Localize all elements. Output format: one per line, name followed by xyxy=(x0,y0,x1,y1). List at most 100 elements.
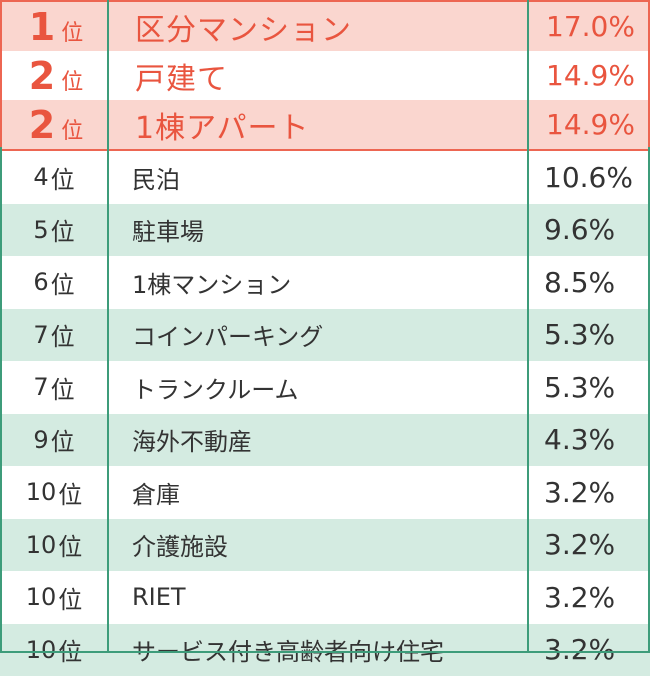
percent-value: 10.6% xyxy=(544,161,633,194)
rank-unit: 位 xyxy=(51,212,75,247)
rank-number: 7 xyxy=(33,373,48,401)
rank-number: 10 xyxy=(26,636,57,664)
rank-number: 2 xyxy=(29,103,55,147)
percent-cell: 5.3% xyxy=(528,361,650,414)
rank-unit: 位 xyxy=(51,422,75,457)
percent-value: 5.3% xyxy=(544,371,615,404)
category-cell: 海外不動産 xyxy=(108,414,528,467)
rank-unit: 位 xyxy=(51,370,75,405)
percent-value: 4.3% xyxy=(544,423,615,456)
rank-unit: 位 xyxy=(51,160,75,195)
percent-value: 3.2% xyxy=(544,581,615,614)
percent-cell: 3.2% xyxy=(528,571,650,624)
rank-number: 4 xyxy=(33,163,48,191)
column-divider xyxy=(107,0,109,653)
rank-number: 5 xyxy=(33,216,48,244)
rank-unit: 位 xyxy=(51,317,75,352)
percent-cell: 14.9% xyxy=(530,100,650,149)
rank-unit: 位 xyxy=(58,475,82,510)
rank-number: 10 xyxy=(26,583,57,611)
rank-number: 9 xyxy=(33,426,48,454)
rank-number: 10 xyxy=(26,478,57,506)
percent-cell: 10.6% xyxy=(528,151,650,204)
percent-value: 14.9% xyxy=(546,59,635,92)
percent-cell: 14.9% xyxy=(530,51,650,100)
rank-unit: 位 xyxy=(61,113,83,145)
percent-value: 5.3% xyxy=(544,318,615,351)
percent-value: 3.2% xyxy=(544,476,615,509)
category-cell: 駐車場 xyxy=(108,204,528,257)
category-name: 倉庫 xyxy=(132,475,180,510)
category-name: RIET xyxy=(132,583,186,611)
rank-number: 2 xyxy=(29,54,55,98)
rank-unit: 位 xyxy=(61,15,83,47)
rank-unit: 位 xyxy=(51,265,75,300)
percent-value: 3.2% xyxy=(544,633,615,666)
category-cell: 戸建て xyxy=(110,51,530,100)
category-name: コインパーキング xyxy=(132,317,323,352)
percent-cell: 17.0% xyxy=(530,2,650,51)
category-cell: サービス付き高齢者向け住宅 xyxy=(108,624,528,676)
percent-cell: 9.6% xyxy=(528,204,650,257)
category-cell: RIET xyxy=(108,571,528,624)
category-cell: 民泊 xyxy=(108,151,528,204)
category-name: 介護施設 xyxy=(132,527,228,562)
rank-number: 10 xyxy=(26,531,57,559)
category-cell: 区分マンション xyxy=(110,2,530,51)
category-cell: 1棟アパート xyxy=(110,100,530,149)
category-name: 駐車場 xyxy=(132,212,204,247)
percent-cell: 5.3% xyxy=(528,309,650,362)
rank-unit: 位 xyxy=(61,64,83,96)
category-cell: 1棟マンション xyxy=(108,256,528,309)
rank-number: 1 xyxy=(29,5,55,49)
percent-cell: 8.5% xyxy=(528,256,650,309)
category-name: 区分マンション xyxy=(135,5,352,49)
table-border xyxy=(0,147,2,653)
category-name: 海外不動産 xyxy=(132,422,252,457)
rank-unit: 位 xyxy=(58,580,82,615)
percent-value: 3.2% xyxy=(544,528,615,561)
percent-value: 9.6% xyxy=(544,213,615,246)
category-name: サービス付き高齢者向け住宅 xyxy=(132,632,444,667)
rank-unit: 位 xyxy=(58,632,82,667)
category-cell: 介護施設 xyxy=(108,519,528,572)
category-name: 1棟マンション xyxy=(132,265,291,300)
rank-unit: 位 xyxy=(58,527,82,562)
percent-value: 17.0% xyxy=(546,10,635,43)
percent-cell: 4.3% xyxy=(528,414,650,467)
category-cell: コインパーキング xyxy=(108,309,528,362)
category-name: トランクルーム xyxy=(132,370,299,405)
category-name: 戸建て xyxy=(135,54,228,98)
percent-value: 8.5% xyxy=(544,266,615,299)
category-cell: トランクルーム xyxy=(108,361,528,414)
category-name: 民泊 xyxy=(132,160,180,195)
category-name: 1棟アパート xyxy=(135,103,310,147)
rank-number: 6 xyxy=(33,268,48,296)
